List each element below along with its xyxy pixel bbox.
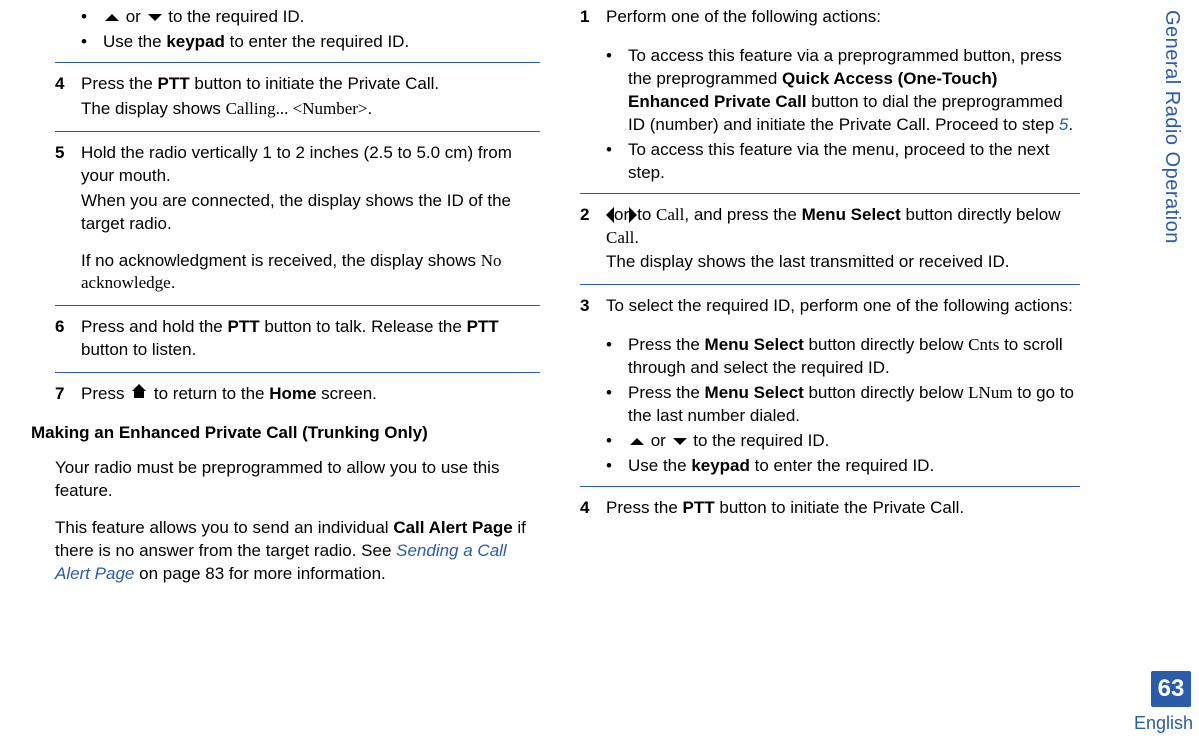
- up-icon: [630, 438, 644, 445]
- step-7: 7 Press to return to the Home screen.: [55, 383, 540, 408]
- sidebar: General Radio Operation 63 English: [1137, 0, 1199, 749]
- step-number: 7: [55, 383, 81, 408]
- right-arrow-icon: [629, 207, 637, 223]
- language-label: English: [1134, 711, 1193, 735]
- step-line: Press the PTT button to initiate the Pri…: [81, 73, 540, 96]
- separator: [580, 284, 1080, 285]
- down-icon: [673, 438, 687, 445]
- left-arrow-icon: [606, 207, 614, 223]
- step-body: Press the PTT button to initiate the Pri…: [81, 73, 540, 123]
- separator: [580, 486, 1080, 487]
- step-3: 3 To select the required ID, perform one…: [580, 295, 1080, 330]
- step-line: Press to return to the Home screen.: [81, 383, 540, 406]
- step-line: If no acknowledgment is received, the di…: [81, 250, 540, 296]
- paragraph: Your radio must be preprogrammed to allo…: [55, 457, 540, 503]
- step-line: The display shows the last transmitted o…: [606, 251, 1080, 274]
- step-4r: 4 Press the PTT button to initiate the P…: [580, 497, 1080, 522]
- separator: [55, 305, 540, 306]
- bullet-item: • or to the required ID.: [81, 6, 540, 29]
- text: to the required ID.: [164, 7, 305, 26]
- bullet-dot: •: [606, 139, 628, 185]
- step-line: Press and hold the PTT button to talk. R…: [81, 316, 540, 362]
- step-5: 5 Hold the radio vertically 1 to 2 inche…: [55, 142, 540, 298]
- step-number: 4: [55, 73, 81, 123]
- right-column: 1 Perform one of the following actions: …: [560, 6, 1120, 749]
- separator: [55, 131, 540, 132]
- bullet-text: Use the keypad to enter the required ID.: [103, 31, 540, 54]
- step-line: Hold the radio vertically 1 to 2 inches …: [81, 142, 540, 188]
- step-2: 2 orto Call, and press the Menu Select b…: [580, 204, 1080, 277]
- bullet-text: To access this feature via a preprogramm…: [628, 45, 1080, 137]
- bullet-text: To access this feature via the menu, pro…: [628, 139, 1080, 185]
- step-ref-link[interactable]: 5: [1059, 115, 1068, 134]
- page-number: 63: [1151, 671, 1191, 707]
- step-body: To select the required ID, perform one o…: [606, 295, 1080, 330]
- text: to enter the required ID.: [225, 32, 409, 51]
- step-body: Perform one of the following actions:: [606, 6, 1080, 41]
- separator: [55, 62, 540, 63]
- step-4: 4 Press the PTT button to initiate the P…: [55, 73, 540, 123]
- bullet-dot: •: [81, 6, 103, 29]
- step-line: Press the PTT button to initiate the Pri…: [606, 497, 1080, 520]
- section-heading: Making an Enhanced Private Call (Trunkin…: [31, 422, 540, 445]
- bullet-text: or to the required ID.: [103, 6, 540, 29]
- step-number: 3: [580, 295, 606, 330]
- step-line: When you are connected, the display show…: [81, 190, 540, 236]
- bullet-item: • Press the Menu Select button directly …: [606, 382, 1080, 428]
- step-line: To select the required ID, perform one o…: [606, 295, 1080, 318]
- home-icon: [130, 383, 148, 406]
- separator: [55, 372, 540, 373]
- text-bold: keypad: [166, 32, 225, 51]
- down-icon: [148, 14, 162, 21]
- text: or: [121, 7, 146, 26]
- text: Use the: [103, 32, 166, 51]
- bullet-dot: •: [81, 31, 103, 54]
- bullet-text: Press the Menu Select button directly be…: [628, 334, 1080, 380]
- bullet-item: • To access this feature via the menu, p…: [606, 139, 1080, 185]
- bullet-item: • Use the keypad to enter the required I…: [81, 31, 540, 54]
- bullet-dot: •: [606, 430, 628, 453]
- step-body: Press the PTT button to initiate the Pri…: [606, 497, 1080, 522]
- step-1: 1 Perform one of the following actions:: [580, 6, 1080, 41]
- bullet-dot: •: [606, 455, 628, 478]
- separator: [580, 193, 1080, 194]
- left-column: • or to the required ID. • Use the keypa…: [0, 6, 560, 749]
- bullet-dot: •: [606, 334, 628, 380]
- up-icon: [105, 14, 119, 21]
- step-6: 6 Press and hold the PTT button to talk.…: [55, 316, 540, 364]
- step-line: Perform one of the following actions:: [606, 6, 1080, 29]
- step-body: Press and hold the PTT button to talk. R…: [81, 316, 540, 364]
- step-number: 2: [580, 204, 606, 277]
- bullet-item: • Use the keypad to enter the required I…: [606, 455, 1080, 478]
- step-number: 5: [55, 142, 81, 298]
- bullet-item: • Press the Menu Select button directly …: [606, 334, 1080, 380]
- section-title: General Radio Operation: [1158, 10, 1185, 244]
- step-line: orto Call, and press the Menu Select but…: [606, 204, 1080, 250]
- step-body: Press to return to the Home screen.: [81, 383, 540, 408]
- step-body: orto Call, and press the Menu Select but…: [606, 204, 1080, 277]
- paragraph: This feature allows you to send an indiv…: [55, 517, 540, 586]
- bullet-text: Use the keypad to enter the required ID.: [628, 455, 1080, 478]
- step-number: 1: [580, 6, 606, 41]
- step-number: 4: [580, 497, 606, 522]
- step-line: The display shows Calling... <Number>.: [81, 98, 540, 121]
- bullet-text: or to the required ID.: [628, 430, 1080, 453]
- step-number: 6: [55, 316, 81, 364]
- bullet-dot: •: [606, 382, 628, 428]
- step-body: Hold the radio vertically 1 to 2 inches …: [81, 142, 540, 298]
- page-content: • or to the required ID. • Use the keypa…: [0, 0, 1120, 749]
- bullet-item: • To access this feature via a preprogra…: [606, 45, 1080, 137]
- bullet-dot: •: [606, 45, 628, 137]
- bullet-text: Press the Menu Select button directly be…: [628, 382, 1080, 428]
- bullet-item: • or to the required ID.: [606, 430, 1080, 453]
